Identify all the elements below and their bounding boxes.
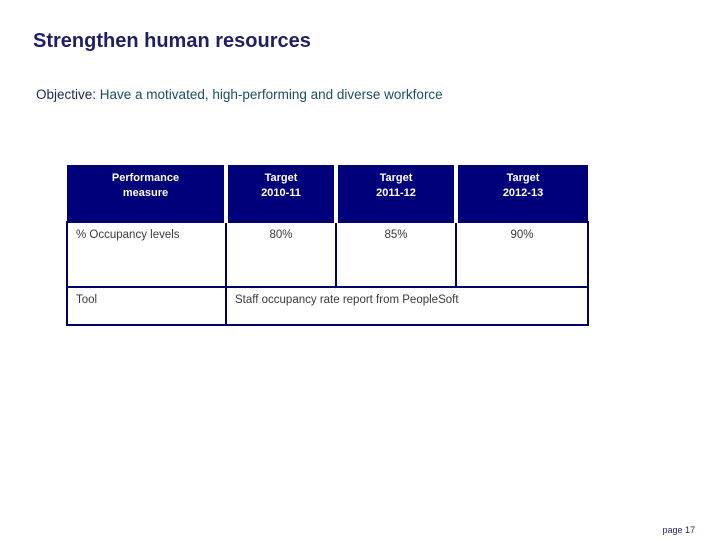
cell-tool-label: Tool [66, 286, 227, 326]
objective-label: Objective: [36, 87, 97, 102]
objective-line: Objective: Have a motivated, high-perfor… [36, 87, 443, 102]
cell-target-2011-12: 85% [335, 221, 457, 288]
objective-text: Have a motivated, high-performing and di… [96, 87, 443, 102]
table-row-occupancy: % Occupancy levels 80% 85% 90% [66, 221, 589, 288]
table-row-tool: Tool Staff occupancy rate report from Pe… [66, 286, 589, 326]
slide-title: Strengthen human resources [33, 30, 311, 52]
cell-tool-value: Staff occupancy rate report from PeopleS… [225, 286, 589, 326]
cell-occupancy-measure: % Occupancy levels [66, 221, 227, 288]
table-header-row: Performance measure Target 2010-11 Targe… [67, 165, 588, 222]
header-target-2011-12: Target 2011-12 [334, 165, 456, 222]
page-number: page 17 [662, 525, 695, 535]
header-target-2012-13: Target 2012-13 [454, 165, 588, 222]
cell-target-2010-11: 80% [225, 221, 337, 288]
cell-target-2012-13: 90% [455, 221, 589, 288]
performance-table: Performance measure Target 2010-11 Targe… [66, 165, 589, 326]
header-performance-measure: Performance measure [67, 165, 226, 222]
header-target-2010-11: Target 2010-11 [224, 165, 336, 222]
